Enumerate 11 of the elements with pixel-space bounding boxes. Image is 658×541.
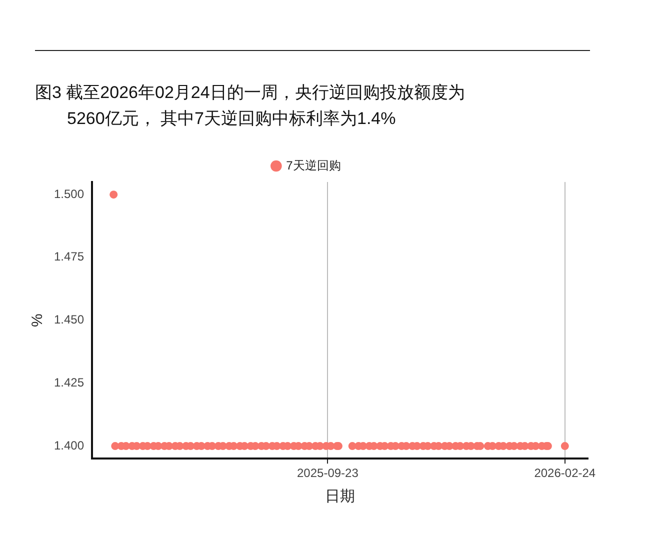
x-axis-title: 日期 [325, 488, 356, 506]
y-tick-label: 1.450 [54, 312, 84, 327]
y-tick-label: 1.475 [54, 250, 84, 264]
x-tick-label: 2026-02-24 [534, 466, 596, 480]
y-tick-label: 1.500 [54, 186, 84, 201]
y-tick-label: 1.425 [54, 375, 84, 390]
y-tick-label: 1.400 [54, 438, 84, 452]
y-axis-title: % [29, 314, 46, 327]
chart-title: 图3 截至2026年02月24日的一周，央行逆回购投放额度为5260亿元， 其中7天逆回购中标利率为1.4% [35, 82, 466, 130]
legend-label: 7天逆回购 [286, 158, 341, 172]
x-tick-label: 2025-09-23 [296, 466, 359, 480]
